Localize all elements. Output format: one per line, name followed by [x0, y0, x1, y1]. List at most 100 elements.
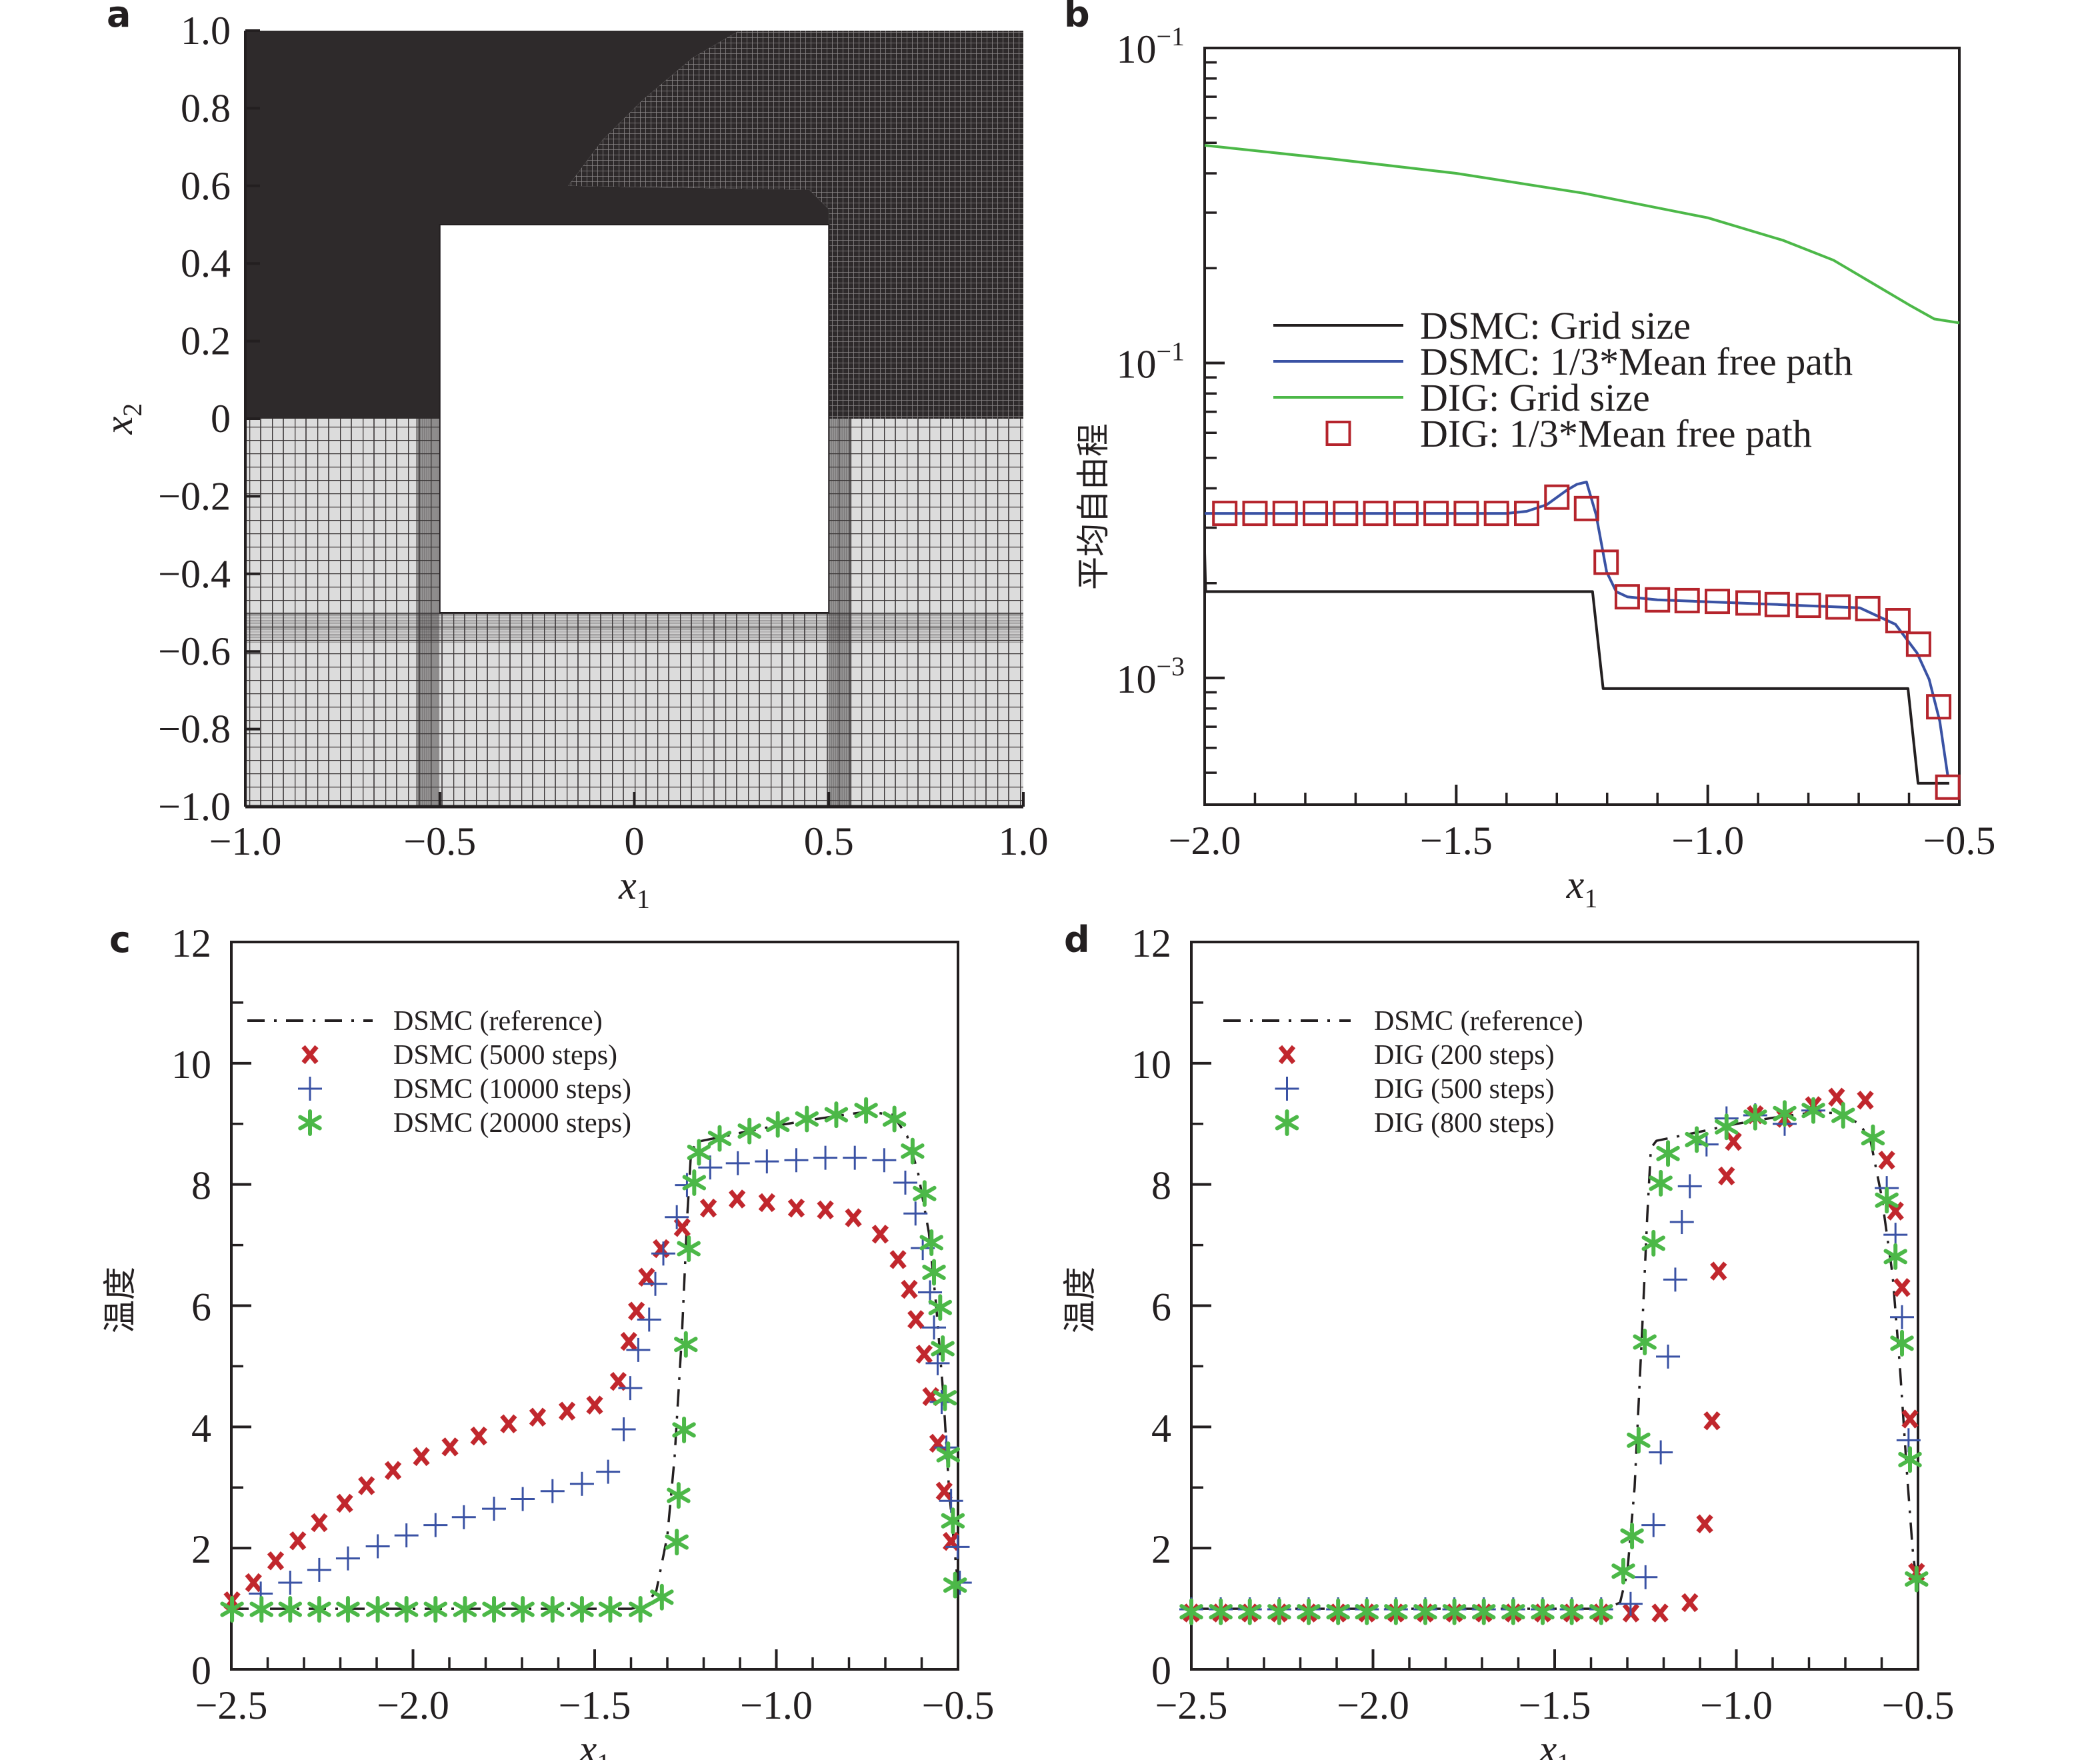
data-point	[1326, 1598, 1350, 1625]
data-point	[289, 1531, 307, 1551]
data-point	[637, 1307, 661, 1332]
data-point	[1573, 495, 1599, 521]
data-point	[441, 1437, 459, 1457]
plot-frame	[1203, 47, 1961, 806]
data-point	[928, 1294, 953, 1321]
y-tick-label: 4	[191, 1406, 211, 1450]
data-point	[893, 1170, 917, 1195]
data-point	[570, 1595, 594, 1623]
asterisk-stroke	[1611, 1563, 1635, 1579]
data-point	[1384, 1598, 1408, 1625]
asterisk-stroke	[1179, 1604, 1203, 1620]
y-tick-label: 10	[171, 1043, 211, 1087]
x-axis-title: x1	[618, 863, 650, 914]
panel-a-letter: a	[107, 0, 131, 35]
legend-label: DIG (800 steps)	[1374, 1108, 1555, 1139]
panel-c-letter: c	[109, 919, 131, 961]
data-point	[1559, 1598, 1584, 1625]
panel-d-letter: d	[1064, 919, 1090, 961]
data-point	[1355, 1598, 1379, 1625]
y-tick-label: 0	[211, 397, 231, 441]
asterisk-stroke	[667, 1487, 691, 1503]
data-point	[453, 1595, 477, 1623]
asterisk-stroke	[936, 1447, 961, 1463]
data-point	[1212, 501, 1238, 527]
panel-b-letter: b	[1064, 0, 1090, 35]
data-point	[413, 1447, 430, 1467]
asterisk-stroke	[298, 1115, 322, 1131]
data-point	[915, 1344, 933, 1364]
data-point	[882, 1105, 907, 1133]
data-point	[651, 1241, 676, 1266]
asterisk-stroke	[1875, 1192, 1899, 1208]
x-tick-label: 0.5	[804, 819, 854, 863]
x-stroke	[301, 1045, 319, 1065]
data-point	[1801, 1097, 1825, 1124]
data-point	[1589, 1598, 1613, 1625]
asterisk-stroke	[1890, 1335, 1914, 1351]
panel-b-mean-free-path-plot: −2.0 −1.5 −1.0 −0.510−110−110−3x1平均自由程DSMC:…	[1074, 21, 1995, 913]
x-stroke	[1887, 1201, 1904, 1221]
asterisk-stroke	[1649, 1175, 1673, 1191]
data-point	[1656, 1140, 1680, 1167]
data-point	[628, 1595, 653, 1623]
data-point	[1764, 591, 1790, 617]
data-point	[1685, 1126, 1709, 1153]
data-point	[1649, 1440, 1673, 1465]
x-axis-title: x1	[1539, 1727, 1571, 1760]
y-tick-label: 2	[1151, 1527, 1171, 1571]
y-tick-label: 10−3	[1116, 651, 1185, 701]
x-axis-title: x1	[579, 1727, 611, 1760]
data-point	[795, 1105, 819, 1133]
asterisk-stroke	[682, 1175, 707, 1191]
asterisk-stroke	[1413, 1604, 1437, 1620]
data-point	[674, 1331, 698, 1358]
data-point	[1618, 1591, 1643, 1616]
asterisk-stroke	[707, 1131, 732, 1147]
asterisk-stroke	[307, 1601, 331, 1617]
data-point	[511, 1595, 535, 1623]
asterisk-stroke	[882, 1111, 907, 1127]
x-tick-label: −1.0	[1671, 819, 1744, 863]
x-stroke	[817, 1200, 834, 1220]
data-point	[267, 1551, 285, 1571]
x-stroke	[558, 1401, 576, 1421]
asterisk-stroke	[737, 1123, 761, 1139]
data-point	[1677, 1174, 1702, 1199]
y-tick-label: −1.0	[158, 785, 231, 829]
asterisk-stroke	[922, 1264, 946, 1280]
data-point	[1878, 1151, 1895, 1170]
asterisk-stroke	[674, 1337, 698, 1353]
data-point	[1611, 1557, 1635, 1585]
x-stroke	[901, 1279, 918, 1299]
data-point	[511, 1487, 535, 1511]
data-point	[336, 1595, 360, 1623]
legend-marker	[1275, 1109, 1299, 1136]
data-point	[394, 1523, 419, 1548]
data-point	[611, 1417, 636, 1441]
asterisk-stroke	[1898, 1451, 1922, 1467]
series-line-0	[1191, 1111, 1919, 1610]
x-stroke	[1857, 1091, 1874, 1110]
asterisk-stroke	[1861, 1130, 1885, 1146]
data-point	[1705, 589, 1731, 615]
x-stroke	[1703, 1411, 1721, 1431]
data-point	[1669, 1210, 1694, 1235]
y-tick-label: −0.6	[158, 629, 231, 673]
asterisk-stroke	[1275, 1115, 1299, 1131]
legend-label: DSMC (reference)	[393, 1006, 603, 1037]
asterisk-stroke	[1472, 1604, 1496, 1620]
asterisk-stroke	[1384, 1604, 1408, 1620]
x-stroke	[620, 1331, 637, 1351]
asterisk-stroke	[628, 1601, 653, 1617]
data-point	[784, 1148, 809, 1173]
x-tick-label: −2.0	[377, 1683, 449, 1727]
y-axis-title: 温度	[101, 1267, 139, 1333]
asterisk-stroke	[1715, 1119, 1739, 1135]
asterisk-stroke	[1656, 1145, 1680, 1161]
asterisk-stroke	[677, 1241, 701, 1257]
asterisk-stroke	[933, 1390, 957, 1406]
data-point	[586, 1395, 603, 1415]
data-point	[569, 1471, 594, 1496]
legend-marker	[1275, 1077, 1299, 1101]
